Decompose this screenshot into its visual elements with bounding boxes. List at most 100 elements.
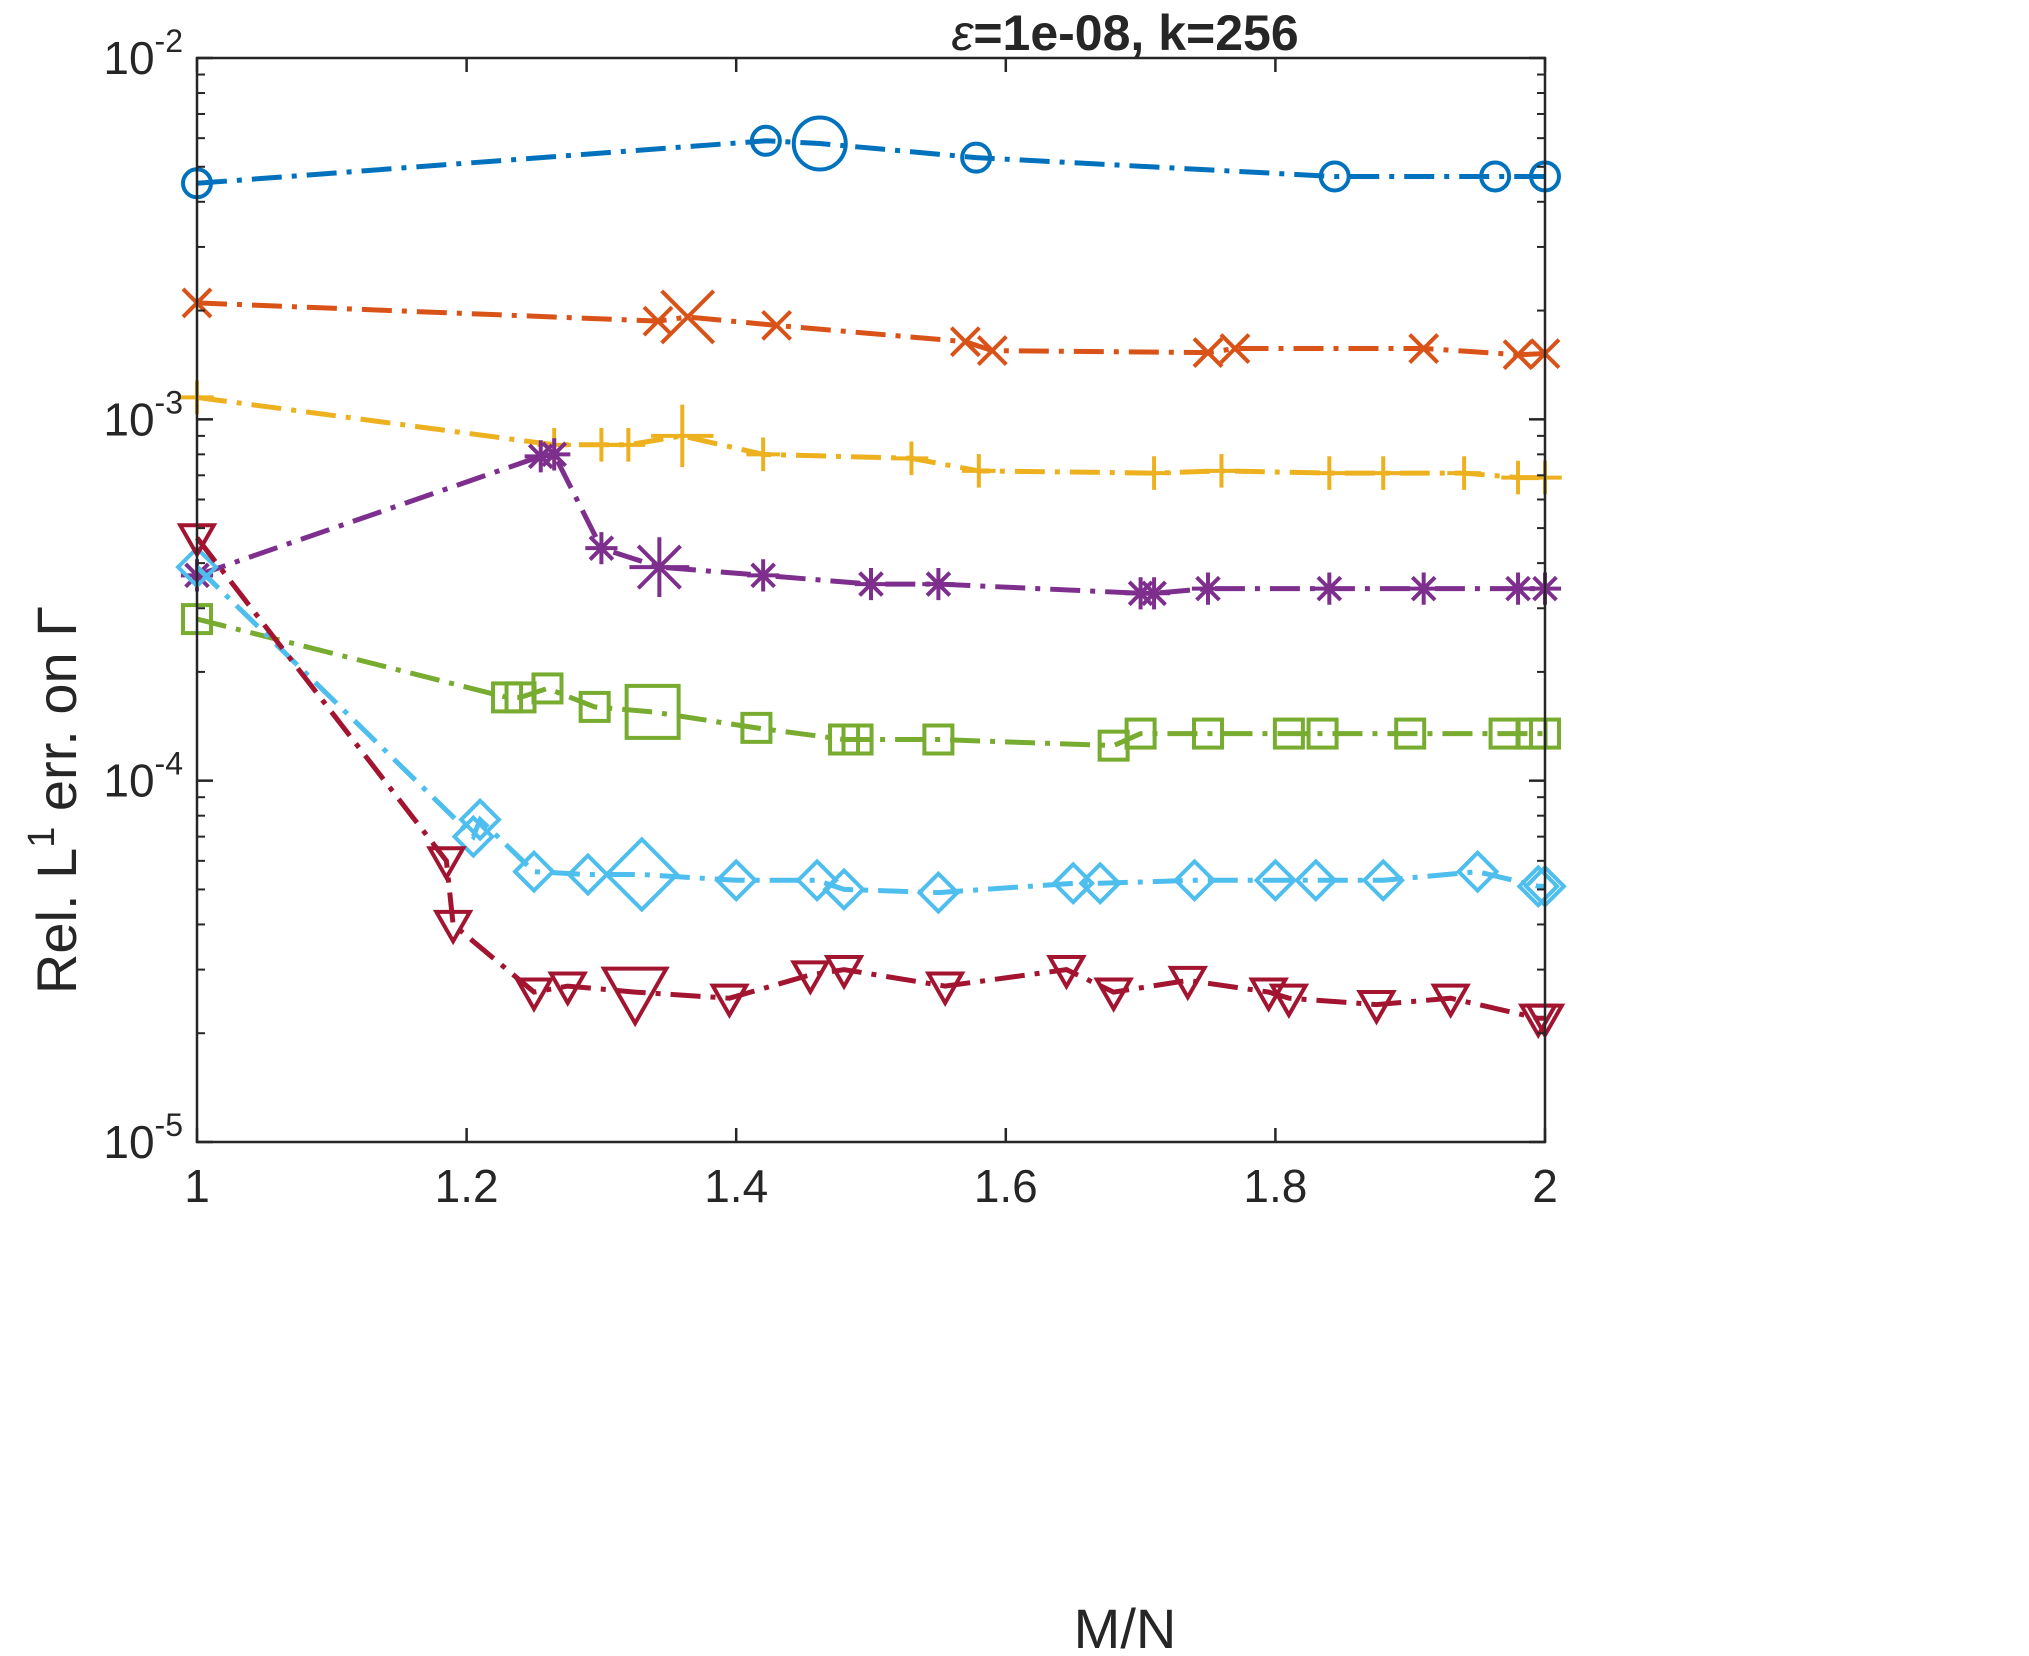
marker-square: [1192, 717, 1224, 750]
marker-circle: [791, 115, 848, 172]
x-tick-label: 1.4: [704, 1160, 768, 1212]
marker-star: [538, 438, 571, 471]
marker-star: [1191, 572, 1225, 605]
marker-diamond: [1253, 858, 1298, 903]
y-axis-label-sup: 1: [21, 827, 63, 848]
marker-star: [1407, 572, 1440, 605]
y-tick-label: 10-4: [103, 746, 183, 807]
series-line: [195, 565, 1545, 896]
title-rest: =1e-08, k=256: [973, 5, 1298, 61]
y-axis-label-suffix: err. on Γ: [25, 606, 88, 827]
marker-square: [1306, 717, 1339, 750]
marker-circle: [749, 124, 782, 157]
marker-diamond: [916, 870, 961, 915]
marker-diamond: [822, 867, 866, 912]
marker-x: [660, 289, 716, 345]
marker-plus: [1447, 456, 1481, 490]
x-tick-label: 1: [184, 1160, 210, 1212]
axes-box: [195, 56, 1547, 1144]
marker-triangle-down: [1167, 965, 1209, 1002]
marker-diamond: [603, 836, 680, 913]
series-line: [195, 536, 1545, 1021]
marker-plus: [894, 441, 929, 476]
y-tick-label: 10-3: [103, 384, 183, 445]
marker-star: [585, 532, 618, 565]
y-axis-label: Rel. L1 err. on Γ: [21, 606, 88, 994]
marker-star: [1501, 572, 1535, 605]
marker-plus: [746, 437, 780, 472]
marker-circle: [1479, 160, 1512, 193]
y-axis-label-prefix: Rel. L: [25, 848, 88, 994]
marker-x: [642, 305, 674, 337]
marker-triangle-down: [823, 955, 865, 991]
marker-plus: [611, 428, 646, 462]
y-tick-labels: 10-5 10-4 10-3 10-2: [103, 23, 183, 1168]
marker-star: [629, 537, 690, 597]
series-line: [196, 616, 1545, 749]
marker-circle: [1318, 160, 1351, 193]
x-tick-label: 1.2: [435, 1160, 499, 1212]
marker-triangle-down: [790, 960, 831, 996]
title-symbol: ε: [951, 5, 974, 61]
axes-frame: [195, 56, 1547, 1144]
marker-plus: [962, 454, 996, 488]
marker-x: [761, 309, 793, 341]
x-tick-label: 1.8: [1243, 1160, 1307, 1212]
marker-diamond: [1361, 858, 1405, 903]
marker-x: [1502, 339, 1534, 371]
marker-x: [976, 335, 1008, 366]
marker-diamond: [1078, 861, 1122, 906]
marker-diamond: [795, 858, 839, 903]
marker-diamond: [1172, 858, 1217, 903]
marker-square: [1124, 717, 1157, 750]
marker-plus: [1366, 456, 1401, 490]
series-cyan-diamond: [175, 545, 1567, 915]
marker-plus: [1312, 456, 1347, 490]
marker-star: [747, 559, 780, 592]
marker-triangle-down: [924, 971, 966, 1007]
marker-diamond: [458, 797, 502, 842]
marker-square: [1272, 717, 1305, 750]
marker-x: [1219, 333, 1251, 364]
marker-circle: [960, 141, 993, 174]
marker-square: [531, 672, 564, 705]
marker-triangle-down: [1268, 983, 1310, 1020]
marker-triangle-down: [1046, 955, 1087, 991]
marker-plus: [1137, 456, 1171, 490]
marker-x: [949, 326, 981, 358]
marker-square: [841, 723, 874, 756]
marker-diamond: [1516, 864, 1560, 909]
marker-triangle-down: [1356, 990, 1397, 1026]
marker-square: [578, 690, 611, 723]
marker-x: [1192, 337, 1224, 369]
marker-square: [740, 711, 773, 744]
marker-plus: [1204, 454, 1239, 488]
y-tick-label: 10-2: [103, 23, 183, 84]
marker-star: [854, 567, 888, 601]
marker-triangle-down: [426, 846, 467, 882]
marker-star: [922, 567, 955, 601]
chart-title: ε=1e-08, k=256: [951, 5, 1298, 61]
marker-diamond: [714, 858, 758, 903]
marker-x: [1408, 333, 1440, 364]
marker-triangle-down: [432, 909, 474, 946]
marker-diamond: [512, 849, 556, 894]
marker-triangle-down: [547, 971, 588, 1007]
marker-triangle-down: [600, 966, 670, 1028]
x-axis-label: M/N: [1074, 1597, 1177, 1656]
marker-square: [1394, 717, 1427, 750]
marker-diamond: [566, 852, 610, 897]
x-tick-label: 1.6: [974, 1160, 1038, 1212]
marker-star: [1137, 577, 1171, 610]
marker-star: [1313, 572, 1346, 605]
marker-triangle-down: [513, 977, 555, 1013]
series-yellow-plus: [180, 380, 1562, 495]
marker-square: [624, 683, 681, 740]
series-line: [196, 451, 1545, 596]
marker-diamond: [1455, 849, 1500, 894]
marker-square: [922, 723, 955, 756]
marker-diamond: [1294, 858, 1338, 903]
series-line: [196, 138, 1545, 186]
